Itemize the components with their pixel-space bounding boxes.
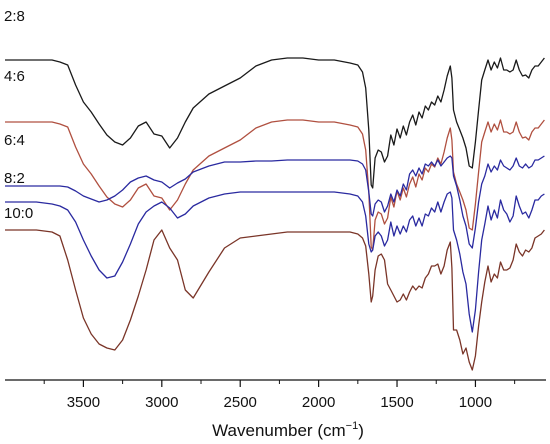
x-axis-title-superscript: −1 [346,420,359,432]
x-axis-ticks: 3500 3000 2500 2000 1500 1000 [43,380,516,411]
x-tick-label-3: 2000 [302,394,335,411]
x-axis-title-prefix: Wavenumber (cm [212,421,346,440]
series-label-3: 8:2 [4,170,25,187]
spectra-series-group [5,57,545,371]
series-label-0: 2:8 [4,8,25,25]
x-axis-title: Wavenumber (cm−1) [212,420,364,440]
series-line-4 [5,229,545,371]
x-tick-label-4: 1500 [380,394,413,411]
x-tick-label-2: 2500 [224,394,257,411]
series-label-group: 2:8 4:6 6:4 8:2 10:0 [4,8,33,222]
series-line-1 [5,119,545,251]
x-axis-title-suffix: ) [358,421,364,440]
series-label-4: 10:0 [4,205,33,222]
series-line-3 [5,191,545,333]
x-tick-label-1: 3000 [145,394,178,411]
x-tick-label-0: 3500 [67,394,100,411]
x-tick-label-5: 1000 [459,394,492,411]
series-label-1: 4:6 [4,68,25,85]
series-line-2 [5,155,545,249]
series-label-2: 6:4 [4,132,25,149]
series-line-0 [5,57,545,189]
